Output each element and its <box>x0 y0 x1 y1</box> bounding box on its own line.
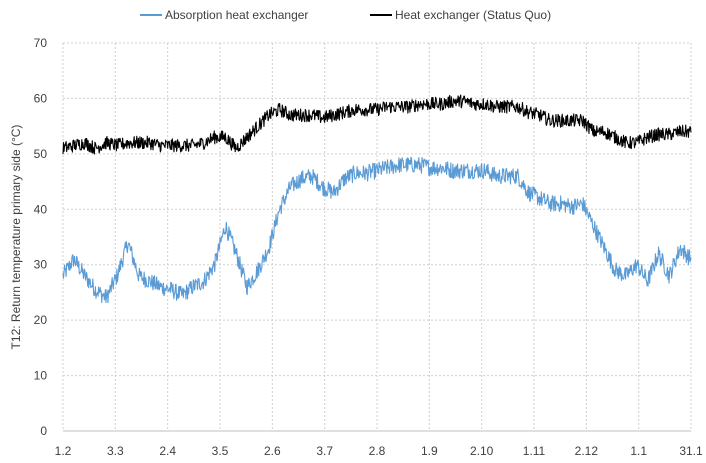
y-tick-label: 30 <box>34 258 48 272</box>
series-line-1 <box>62 156 692 304</box>
x-tick-label: 2.10 <box>470 444 494 458</box>
legend-label: Absorption heat exchanger <box>165 8 308 22</box>
y-tick-label: 50 <box>34 147 48 161</box>
legend: Absorption heat exchanger Heat exchanger … <box>140 8 551 22</box>
series-layer <box>62 94 692 304</box>
legend-label: Heat exchanger (Status Quo) <box>395 8 551 22</box>
y-tick-labels: 0 10 20 30 40 50 60 70 <box>34 36 48 438</box>
series-line-2 <box>62 94 692 155</box>
x-tick-label: 1.2 <box>55 444 72 458</box>
y-tick-label: 0 <box>40 424 47 438</box>
y-axis-label: T12: Return temperature primary side (°C… <box>9 125 23 350</box>
x-tick-label: 31.1 <box>679 444 703 458</box>
x-tick-labels: 1.2 3.3 2.4 3.5 2.6 3.7 2.8 1.9 2.10 1.11 2.12 1.1 3… <box>55 444 703 458</box>
x-tick-label: 1.9 <box>421 444 438 458</box>
x-tick-label: 3.5 <box>212 444 229 458</box>
y-tick-label: 40 <box>34 202 48 216</box>
y-tick-label: 60 <box>34 91 48 105</box>
y-tick-label: 70 <box>34 36 48 50</box>
x-tick-label: 2.4 <box>159 444 176 458</box>
x-tick-label: 1.1 <box>630 444 647 458</box>
x-tick-label: 2.6 <box>264 444 281 458</box>
x-tick-label: 2.12 <box>575 444 599 458</box>
x-tick-label: 3.3 <box>107 444 124 458</box>
x-tick-label: 2.8 <box>369 444 386 458</box>
y-tick-label: 20 <box>34 313 48 327</box>
grid-lines <box>62 42 692 431</box>
x-tick-label: 1.11 <box>523 444 546 458</box>
y-tick-label: 10 <box>34 369 48 383</box>
x-tick-label: 3.7 <box>316 444 333 458</box>
